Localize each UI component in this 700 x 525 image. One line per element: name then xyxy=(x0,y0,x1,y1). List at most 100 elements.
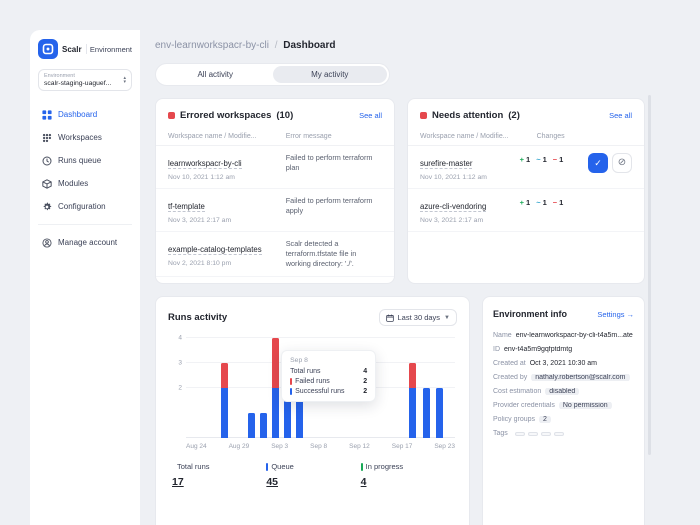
deletions-count: −1 xyxy=(552,155,564,164)
arrow-right-icon: → xyxy=(626,309,635,319)
errored-col-workspace: Workspace name / Modifie... xyxy=(168,133,257,140)
chart-bar[interactable] xyxy=(247,413,255,438)
chart-bar[interactable] xyxy=(259,413,267,438)
changes-count: ~1 xyxy=(536,155,547,164)
chart-bar[interactable] xyxy=(272,338,280,438)
tab-my-activity[interactable]: My activity xyxy=(272,66,387,83)
sidebar-item-label: Manage account xyxy=(58,238,118,247)
chart-bar[interactable] xyxy=(422,388,430,438)
stat-tick-icon xyxy=(266,462,269,471)
sidebar-nav: Dashboard Workspaces Runs queue Modules xyxy=(38,103,132,254)
breadcrumb-environment[interactable]: env-learnworkspacr-by-cli xyxy=(155,40,269,51)
tooltip-failed-row: Failed runs 2 xyxy=(290,378,367,385)
approve-button[interactable]: ✓ xyxy=(588,153,608,173)
errored-rows: learnworkspacr-by-cli Nov 10, 2021 1:12 … xyxy=(156,146,394,277)
errored-workspace-row[interactable]: example-catalog-templates Nov 2, 2021 8:… xyxy=(156,232,394,277)
workspace-link[interactable]: example-catalog-templates xyxy=(168,245,262,255)
sidebar: Scalr Environment Environment scalr-stag… xyxy=(30,30,140,525)
chart-bar[interactable] xyxy=(220,363,228,438)
stat-value-link[interactable]: 17 xyxy=(172,476,184,488)
error-message: Failed to perform terraform apply xyxy=(285,196,373,215)
field-value: 2 xyxy=(539,416,551,423)
settings-link[interactable]: Settings → xyxy=(597,309,635,319)
attention-card-title: Needs attention xyxy=(432,110,504,121)
errored-workspace-row[interactable]: tf-template Nov 3, 2021 2:17 am Failed t… xyxy=(156,189,394,232)
chart-bar[interactable] xyxy=(436,388,444,438)
changes-count: ~1 xyxy=(536,198,547,207)
discard-button[interactable]: ⊘ xyxy=(612,153,632,173)
scrollbar[interactable] xyxy=(648,95,651,455)
errored-see-all-link[interactable]: See all xyxy=(359,111,382,120)
attention-row[interactable]: azure-cli-vendoring Nov 3, 2021 2:17 am … xyxy=(408,189,644,232)
env-info-field: Cost estimation disabled xyxy=(493,388,634,395)
chart-bar[interactable] xyxy=(284,388,292,438)
env-info-field: Name env-learnworkspacr-by-cli-t4a5m...at… xyxy=(493,332,634,339)
stat-value-link[interactable]: 45 xyxy=(266,476,279,488)
brand-name: Scalr xyxy=(62,44,82,54)
chevron-down-icon: ▼ xyxy=(444,314,450,321)
error-status-square-icon xyxy=(168,112,175,119)
workspace-link[interactable]: learnworkspacr-by-cli xyxy=(168,159,242,169)
env-info-field: Created at Oct 3, 2021 10:30 am xyxy=(493,360,634,367)
sidebar-item-label: Modules xyxy=(58,179,89,188)
tilde-icon: ~ xyxy=(536,155,541,164)
chart-bar[interactable] xyxy=(409,363,417,438)
breadcrumb-page-title: Dashboard xyxy=(283,40,336,51)
errored-col-error: Error message xyxy=(285,133,332,140)
tag-pill[interactable] xyxy=(514,431,525,436)
stat-label: Total runs xyxy=(177,462,210,471)
workspace-link[interactable]: surefire-master xyxy=(420,159,473,169)
date-range-value: Last 30 days xyxy=(397,313,441,322)
field-label: Provider credentials xyxy=(493,402,555,409)
field-value: env-learnworkspacr-by-cli-t4a5m...ate xyxy=(515,332,633,339)
sidebar-item-runs-queue[interactable]: Runs queue xyxy=(38,149,132,172)
brand[interactable]: Scalr Environment xyxy=(38,39,132,59)
field-label: Name xyxy=(493,332,512,339)
tooltip-success-row: Successful runs 2 xyxy=(290,388,367,395)
workspace-modified-date: Nov 3, 2021 2:17 am xyxy=(420,217,484,224)
sidebar-item-modules[interactable]: Modules xyxy=(38,172,132,195)
tag-pill[interactable] xyxy=(527,431,538,436)
tab-all-activity[interactable]: All activity xyxy=(197,70,234,79)
workspace-link[interactable]: tf-template xyxy=(168,202,205,212)
runs-queue-icon xyxy=(41,155,52,166)
workspaces-icon xyxy=(41,132,52,143)
sidebar-item-label: Workspaces xyxy=(58,133,102,142)
attention-col-changes: Changes xyxy=(536,133,565,140)
attention-row[interactable]: surefire-master Nov 10, 2021 1:12 am +1 … xyxy=(408,146,644,189)
tilde-icon: ~ xyxy=(536,198,541,207)
sidebar-item-dashboard[interactable]: Dashboard xyxy=(38,103,132,126)
stat-value-link[interactable]: 4 xyxy=(360,476,367,488)
environment-selector[interactable]: Environment scalr-staging-uaguef... ▴ ▾ xyxy=(38,69,132,91)
workspace-modified-date: Nov 10, 2021 1:12 am xyxy=(168,174,235,181)
field-label: Created at xyxy=(493,360,526,367)
chart-bar[interactable] xyxy=(296,388,304,438)
chart-tooltip: Sep 8 Total runs 4 Failed runs 2 Su xyxy=(281,350,377,402)
env-info-field: Created by nathaly.robertson@scalr.com xyxy=(493,374,634,381)
stat-tick-icon xyxy=(360,462,363,471)
sidebar-item-manage-account[interactable]: Manage account xyxy=(38,231,132,254)
errored-workspace-row[interactable]: learnworkspacr-by-cli Nov 10, 2021 1:12 … xyxy=(156,146,394,189)
attention-see-all-link[interactable]: See all xyxy=(609,111,632,120)
tag-pill[interactable] xyxy=(540,431,551,436)
errored-workspaces-card: Errored workspaces (10) See all Workspac… xyxy=(155,98,395,284)
success-tick-icon xyxy=(290,388,293,395)
minus-icon: − xyxy=(552,155,558,164)
breadcrumb-separator: / xyxy=(274,40,278,51)
plus-icon: + xyxy=(519,198,525,207)
error-message: Failed to perform terraform plan xyxy=(285,153,373,172)
plus-icon: + xyxy=(519,155,525,164)
chart-x-axis-labels: Aug 24 Aug 29 Sep 3 Sep 8 Sep 12 Sep 17 Sep 23 xyxy=(186,443,455,450)
date-range-select[interactable]: Last 30 days ▼ xyxy=(378,309,457,326)
calendar-icon xyxy=(385,314,394,322)
attention-table-header: Workspace name / Modifie... Changes xyxy=(408,129,644,146)
sidebar-item-configuration[interactable]: Configuration xyxy=(38,195,132,218)
sidebar-item-workspaces[interactable]: Workspaces xyxy=(38,126,132,149)
run-stat: In progress 4 xyxy=(360,462,455,488)
workspace-link[interactable]: azure-cli-vendoring xyxy=(420,202,487,212)
activity-tabs: All activity My activity xyxy=(155,63,390,86)
changes-summary: +1 ~1 −1 xyxy=(520,196,564,207)
tag-pill[interactable] xyxy=(553,431,564,436)
